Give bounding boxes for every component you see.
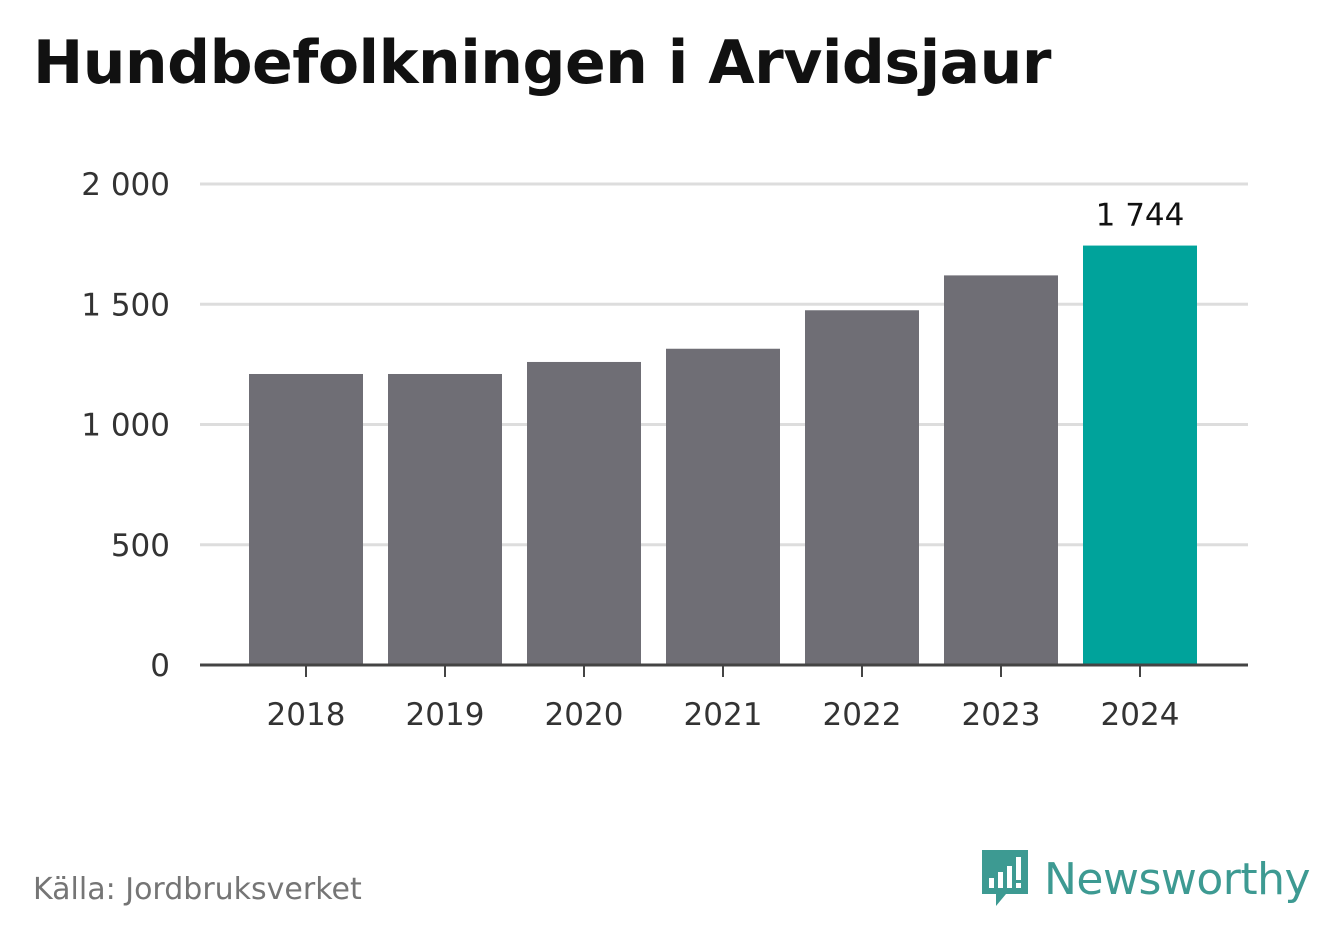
data-label: 1 744 — [1096, 198, 1185, 234]
newsworthy-logo-icon — [982, 850, 1028, 906]
bar-2024 — [1083, 245, 1197, 665]
bar-chart: 0 500 1 000 1 500 2 000 2018 2019 2020 2021 2022 2… — [81, 167, 1248, 733]
brand-name: Newsworthy — [1044, 853, 1311, 905]
x-tick-label: 2021 — [684, 697, 763, 733]
source-note: Källa: Jordbruksverket — [33, 872, 362, 907]
bar-2018 — [249, 373, 363, 665]
y-tick-label: 0 — [150, 648, 170, 684]
x-tick-label: 2019 — [406, 697, 485, 733]
axes — [200, 663, 1248, 677]
chart-title: Hundbefolkningen i Arvidsjaur — [33, 28, 1051, 98]
x-tick-label: 2024 — [1101, 697, 1180, 733]
bar-2021 — [666, 348, 780, 665]
bars — [249, 245, 1197, 665]
y-tick-label: 1 000 — [81, 408, 170, 444]
bar-2022 — [805, 310, 919, 665]
brand-logo: Newsworthy — [980, 848, 1311, 910]
bar-2023 — [944, 275, 1058, 665]
x-tick-label: 2018 — [267, 697, 346, 733]
y-tick-label: 500 — [111, 528, 170, 564]
labels: 0 500 1 000 1 500 2 000 2018 2019 2020 2021 2022 2… — [81, 167, 1184, 733]
x-tick-label: 2022 — [823, 697, 902, 733]
bar-2019 — [388, 373, 502, 665]
y-tick-label: 1 500 — [81, 287, 170, 323]
bar-2020 — [527, 361, 641, 665]
x-tick-label: 2020 — [545, 697, 624, 733]
x-tick-label: 2023 — [962, 697, 1041, 733]
y-tick-label: 2 000 — [81, 167, 170, 203]
